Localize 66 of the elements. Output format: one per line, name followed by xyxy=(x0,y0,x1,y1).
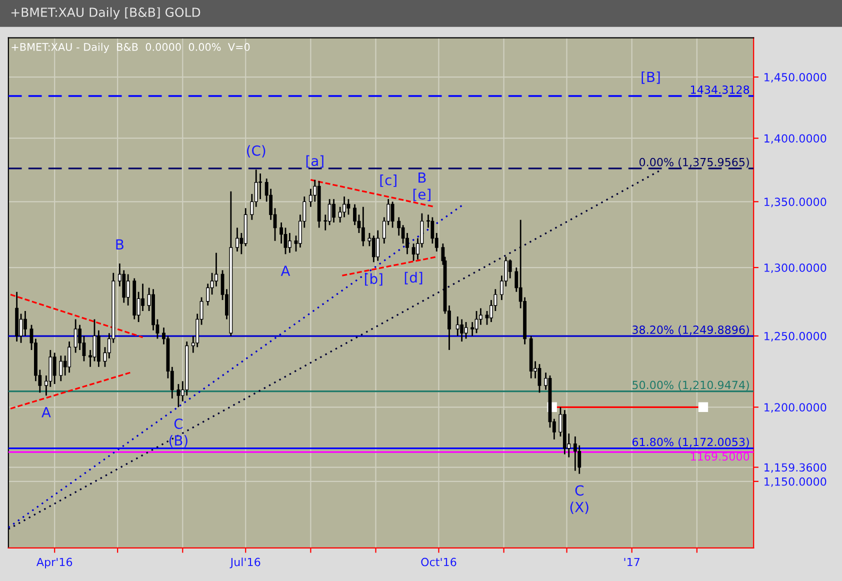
x-tick-label: Jul'16 xyxy=(230,558,260,568)
candlestick xyxy=(474,310,478,334)
annotation: [c] xyxy=(380,174,396,187)
annotation: (X) xyxy=(570,502,588,514)
x-tick-label: Oct'16 xyxy=(421,558,456,566)
annotation: C xyxy=(174,418,183,430)
candlestick xyxy=(206,283,210,306)
candlestick xyxy=(332,198,336,224)
annotation: [e] xyxy=(413,188,430,202)
annotation: [a] xyxy=(306,155,324,168)
y-tick-label: 1,450.0000 xyxy=(764,72,826,83)
ref-line-label: 1434.3128 xyxy=(691,85,750,94)
candlestick xyxy=(24,310,27,337)
x-tick-label: Apr'16 xyxy=(36,558,72,568)
annotation: A xyxy=(42,407,51,418)
candlestick xyxy=(361,206,365,247)
candlestick xyxy=(141,283,144,312)
candlestick xyxy=(328,198,332,226)
annotation: B xyxy=(116,239,124,250)
candlestick xyxy=(412,242,416,262)
candlestick xyxy=(236,227,239,252)
x-tick-label: '17 xyxy=(624,558,640,566)
annotation: B xyxy=(418,172,426,183)
annotation: [b] xyxy=(365,273,382,286)
candlestick xyxy=(456,316,460,337)
candlestick xyxy=(288,232,292,254)
candlestick xyxy=(430,216,434,244)
candlestick xyxy=(126,274,130,306)
ref-line-label: 0.00% (1,375.9565) xyxy=(639,158,749,168)
y-tick-label: 1,300.0000 xyxy=(764,263,826,274)
y-tick-label: 1,350.0000 xyxy=(764,198,826,208)
chart-subtitle: +BMET:XAU - Daily B&B 0.0000 0.00% V=0 xyxy=(12,42,250,53)
annotation: A xyxy=(280,266,290,276)
y-tick-label: 1,159.3600 xyxy=(764,463,826,473)
annotation: (C) xyxy=(247,145,266,158)
ref-line-label: 61.80% (1,172.0053) xyxy=(632,438,749,448)
annotation: (B) xyxy=(169,434,188,448)
ref-line-label: 1169.5000 xyxy=(691,452,750,461)
candlestick xyxy=(478,308,482,326)
candlestick xyxy=(460,318,464,342)
candlestick xyxy=(353,204,356,226)
candlestick xyxy=(470,321,474,337)
candlestick xyxy=(390,200,394,228)
chart-title: +BMET:XAU Daily [B&B] GOLD xyxy=(11,7,200,20)
annotation: C xyxy=(575,485,584,496)
candlestick xyxy=(280,222,284,244)
candlestick xyxy=(59,354,63,382)
candlestick xyxy=(397,216,401,236)
y-tick-label: 1,150.0000 xyxy=(764,477,826,487)
y-tick-label: 1,200.0000 xyxy=(764,403,826,413)
candlestick xyxy=(573,436,577,472)
annotation: [d] xyxy=(404,272,422,284)
candlestick xyxy=(508,258,512,279)
ref-line-label: 38.20% (1,249.8896) xyxy=(632,325,749,336)
candlestick xyxy=(52,352,56,385)
candlestick xyxy=(376,230,380,262)
candlestick xyxy=(176,383,180,408)
candlestick xyxy=(74,318,78,354)
candlestick xyxy=(464,321,468,340)
annotation: [B] xyxy=(642,71,660,84)
candlestick xyxy=(68,340,72,374)
y-tick-label: 1,400.0000 xyxy=(764,134,826,144)
y-tick-label: 1,250.0000 xyxy=(764,332,826,342)
ref-line-label: 50.00% (1,210.9474) xyxy=(632,380,749,390)
candlestick xyxy=(372,234,376,263)
candlestick xyxy=(214,252,218,288)
